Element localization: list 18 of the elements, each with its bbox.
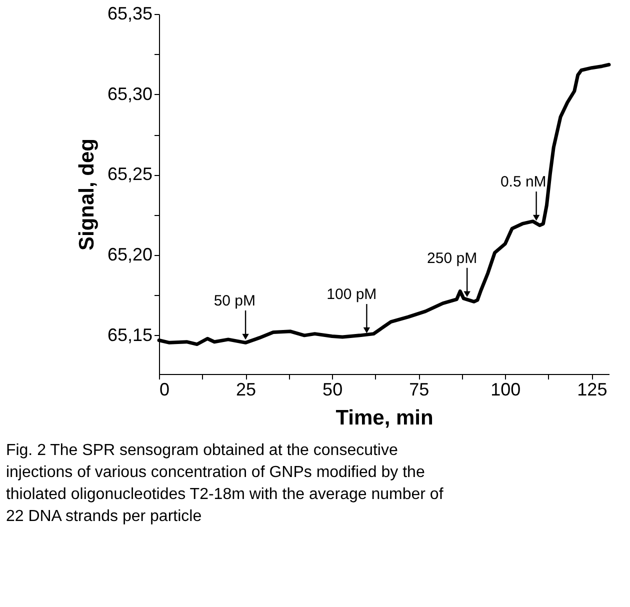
y-tick-label: 65,35: [107, 4, 152, 24]
y-tick-label: 65,25: [107, 164, 152, 184]
x-tick-label: 125: [577, 380, 608, 400]
annotation: 100 pM: [326, 286, 377, 304]
x-axis-title: Time, min: [336, 406, 434, 430]
x-tick-label: 100: [490, 380, 521, 400]
annotation: 50 pM: [214, 292, 256, 310]
x-tick-label: 25: [236, 380, 256, 400]
y-axis-title: Signal, deg: [75, 138, 98, 251]
y-tick-label: 65,30: [107, 84, 152, 104]
y-tick-label: 65,20: [107, 244, 152, 265]
annotation: 0.5 nM: [500, 174, 546, 191]
caption: Fig. 2 The SPR sensogram obtained at the consecutive injections of various concentration of GNPs modified by the thiolated oligonucleotides T2-18m with the average number of 22 DNA strands per particle: [6, 442, 444, 525]
y-tick-label: 65,15: [107, 324, 152, 345]
annotation: 250 pM: [427, 250, 478, 268]
x-tick-label: 50: [322, 380, 343, 400]
x-tick-label: 0: [160, 380, 170, 400]
x-tick-label: 75: [409, 380, 430, 400]
